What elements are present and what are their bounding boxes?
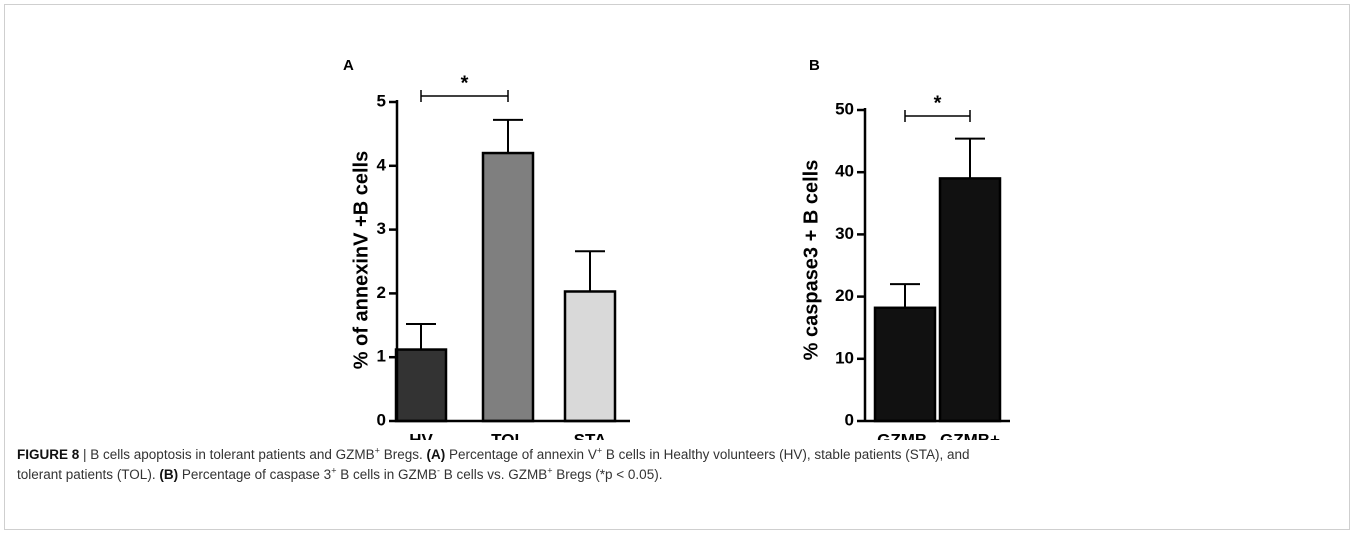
- panel-label: A: [343, 57, 354, 74]
- y-tick-label: 0: [845, 410, 854, 429]
- caption-text: | B cells apoptosis in tolerant patients…: [79, 447, 375, 462]
- caption-text: Percentage of caspase 3: [178, 467, 332, 482]
- caption-text: B cells in GZMB: [336, 467, 437, 482]
- y-axis-label: % caspase3 + B cells: [800, 160, 822, 361]
- caption-text: -: [436, 465, 440, 476]
- caption-text: B cells vs. GZMB: [439, 467, 548, 482]
- y-tick-label: 2: [377, 283, 386, 302]
- caption-text: +: [547, 465, 553, 476]
- caption-text: B cells in Healthy volunteers (HV), stab…: [602, 447, 970, 462]
- y-tick-label: 5: [377, 91, 386, 110]
- y-tick-label: 20: [835, 286, 854, 305]
- caption-line: FIGURE 8 | B cells apoptosis in tolerant…: [17, 445, 1337, 465]
- caption-text: (B): [159, 467, 179, 482]
- figure-frame: [4, 4, 1350, 530]
- y-tick-label: 10: [835, 348, 854, 367]
- x-tick-label: STA: [574, 430, 607, 440]
- y-tick-label: 0: [377, 410, 386, 429]
- bar: [394, 348, 448, 423]
- bar: [481, 151, 535, 423]
- y-tick-label: 30: [835, 224, 854, 243]
- caption-text: Bregs.: [379, 447, 427, 462]
- caption: FIGURE 8 | B cells apoptosis in tolerant…: [17, 445, 1337, 485]
- y-tick-label: 4: [377, 155, 387, 174]
- x-tick-label: TOL: [491, 430, 525, 440]
- y-tick-label: 1: [377, 347, 386, 366]
- charts: A % of annexinV +B cells 0 1 2 3 4 5 HV TOL STA * B%…: [343, 57, 1010, 440]
- caption-text: +: [596, 445, 603, 456]
- y-axis-label: % of annexinV +B cells: [350, 151, 372, 369]
- caption-text: Bregs (*p < 0.05).: [552, 467, 663, 482]
- caption-text: FIGURE 8: [17, 447, 80, 462]
- x-tick-label: GZMB+: [940, 430, 1000, 440]
- significance-label: *: [934, 92, 942, 114]
- bar: [938, 177, 1002, 423]
- caption-line: tolerant patients (TOL). (B) Percentage …: [17, 465, 1337, 485]
- significance-label: *: [461, 72, 469, 94]
- caption-text: (A): [426, 447, 446, 462]
- y-tick-label: 40: [835, 162, 854, 181]
- bar: [563, 290, 617, 423]
- caption-text: Percentage of annexin V: [445, 447, 597, 462]
- x-tick-label: HV: [409, 430, 433, 440]
- caption-text: tolerant patients (TOL).: [17, 467, 160, 482]
- panel-label: B: [809, 57, 820, 74]
- caption-text: +: [331, 465, 337, 476]
- y-tick-label: 3: [377, 219, 386, 238]
- bar: [873, 306, 937, 423]
- x-tick-label: GZMB-: [877, 430, 933, 440]
- y-tick-label: 50: [835, 99, 854, 118]
- caption-text: +: [374, 445, 380, 456]
